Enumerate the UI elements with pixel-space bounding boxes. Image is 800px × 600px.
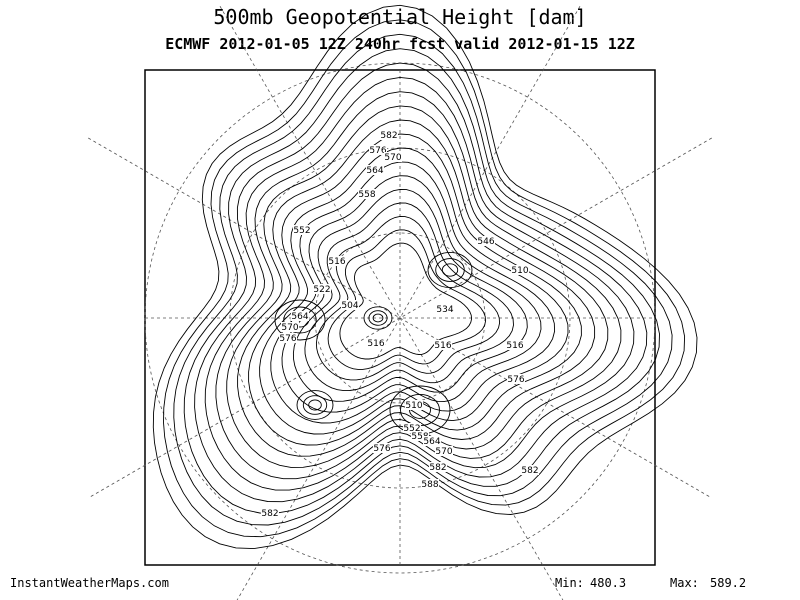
- contour-label: 564: [291, 312, 308, 322]
- contour-closed: [302, 395, 328, 415]
- contour-line: [173, 33, 673, 526]
- label-background: [261, 508, 279, 518]
- contour-line: [259, 147, 569, 435]
- label-background: [367, 338, 385, 348]
- contour-label: 570: [384, 153, 401, 163]
- contour-label: 582: [261, 509, 278, 519]
- label-background: [366, 165, 384, 175]
- contour-label: 582: [429, 463, 446, 473]
- label-background: [506, 340, 524, 350]
- contour-label: 588: [421, 480, 438, 490]
- contour-line: [315, 215, 501, 381]
- contour-label: 576: [373, 444, 390, 454]
- contour-label: 522: [313, 285, 330, 295]
- contour-label: 534: [436, 305, 453, 315]
- contour-label: 570: [281, 323, 298, 333]
- contour-line: [304, 202, 514, 392]
- label-background: [313, 284, 331, 294]
- label-background: [507, 374, 525, 384]
- label-background: [281, 322, 299, 332]
- label-background: [521, 465, 539, 475]
- label-background: [369, 145, 387, 155]
- contour-line: [215, 91, 622, 480]
- contour-line: [281, 175, 542, 413]
- contour-label: 510: [405, 401, 422, 411]
- label-background: [384, 152, 402, 162]
- contour-label: 576: [279, 334, 296, 344]
- contour-label: 516: [506, 341, 523, 351]
- contour-label: 546: [477, 237, 494, 247]
- contour-label: 504: [341, 301, 358, 311]
- contour-closed: [363, 306, 393, 330]
- min-value: 480.3: [590, 576, 626, 590]
- label-background: [434, 340, 452, 350]
- contour-closed: [308, 399, 322, 411]
- label-background: [435, 446, 453, 456]
- contour-label: 516: [434, 341, 451, 351]
- site-name: InstantWeatherMaps.com: [10, 576, 169, 590]
- max-label: Max:: [670, 576, 699, 590]
- contour-closed: [435, 258, 465, 282]
- contour-line: [292, 188, 528, 402]
- label-background: [358, 189, 376, 199]
- label-background: [341, 300, 359, 310]
- contour-line: [183, 48, 660, 514]
- contour-label: 552: [293, 226, 310, 236]
- contour-closed: [296, 390, 334, 420]
- label-background: [477, 236, 495, 246]
- contour-label: 564: [423, 437, 440, 447]
- contour-label: 564: [366, 166, 383, 176]
- title: 500mb Geopotential Height [dam]: [213, 5, 586, 29]
- subtitle: ECMWF 2012-01-05 12Z 240hr fcst valid 20…: [165, 35, 635, 53]
- contour-closed: [274, 299, 326, 341]
- label-background: [405, 400, 423, 410]
- max-value: 589.2: [710, 576, 746, 590]
- contour-label: 576: [507, 375, 524, 385]
- contour-label: 558: [358, 190, 375, 200]
- contour-line: [226, 105, 609, 468]
- label-background: [291, 311, 309, 321]
- label-background: [279, 333, 297, 343]
- contour-line: [194, 62, 648, 503]
- label-background: [411, 431, 429, 441]
- label-background: [373, 443, 391, 453]
- height-contours: [152, 4, 698, 550]
- contour-line: [248, 133, 582, 446]
- label-background: [423, 436, 441, 446]
- contour-line: [237, 119, 596, 457]
- contour-label: 576: [369, 146, 386, 156]
- contour-line: [327, 229, 487, 370]
- label-background: [380, 130, 398, 140]
- label-background: [429, 462, 447, 472]
- contour-label: 516: [328, 257, 345, 267]
- lat-lon-grid: [88, 6, 712, 600]
- contour-label: 516: [367, 339, 384, 349]
- contour-line: [163, 19, 686, 538]
- contour-line: [152, 4, 698, 550]
- label-background: [511, 265, 529, 275]
- contour-line: [204, 76, 635, 491]
- label-background: [421, 479, 439, 489]
- contour-label: 582: [380, 131, 397, 141]
- label-background: [436, 304, 454, 314]
- contour-closed: [283, 306, 317, 334]
- contour-closed: [368, 310, 388, 326]
- label-background: [328, 256, 346, 266]
- label-background: [403, 423, 421, 433]
- label-background: [293, 225, 311, 235]
- contour-label: 552: [403, 424, 420, 434]
- meridian: [88, 137, 712, 499]
- contour-label: 582: [521, 466, 538, 476]
- contour-closed: [372, 313, 384, 323]
- contour-closed: [441, 263, 459, 277]
- min-label: Min:: [555, 576, 584, 590]
- contour-label: 510: [511, 266, 528, 276]
- contour-closed: [427, 251, 473, 289]
- contour-label: 570: [435, 447, 452, 457]
- contour-label: 558: [411, 432, 428, 442]
